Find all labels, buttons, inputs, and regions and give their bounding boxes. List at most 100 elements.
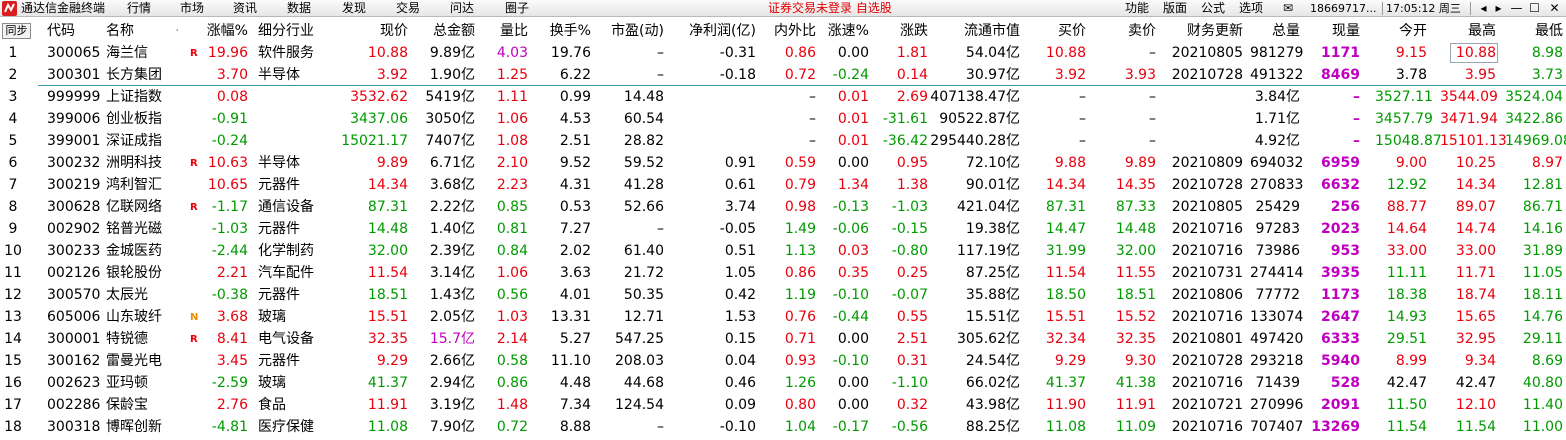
cell-name: 山东玻纤 — [106, 309, 162, 325]
menu-shichang[interactable]: 市场 — [180, 1, 205, 15]
table-row[interactable]: 7 300219 鸿利智汇 10.65 元器件 14.34 3.68亿 2.23 4.31 41.… — [0, 174, 1566, 196]
table-row[interactable]: 5 399001 深证成指 -0.24 15021.17 7407亿 1.08 2.51 28.… — [0, 130, 1566, 152]
account-id[interactable]: 18669717... — [1310, 2, 1377, 15]
col-fin-update[interactable]: 财务更新 — [1187, 23, 1243, 39]
menu-quanzi[interactable]: 圈子 — [505, 1, 530, 15]
table-row[interactable]: 13 605006 山东玻纤 3.68 玻璃 15.51 2.05亿 1.03 13.31 12.… — [0, 306, 1566, 328]
table-row[interactable]: 6 300232 洲明科技 10.63 半导体 9.89 6.71亿 2.10 9.52 59.5… — [0, 152, 1566, 174]
cell-current-volume: – — [1353, 89, 1360, 105]
table-row[interactable]: 12 300570 太辰光 -0.38 元器件 18.51 1.43亿 0.56 4.01 50.… — [0, 284, 1566, 306]
menu-wenda[interactable]: 问达 — [450, 1, 475, 15]
cell-speed: -0.10 — [832, 287, 869, 303]
cell-code: 300162 — [47, 353, 101, 369]
cell-turnover: 9.52 — [559, 155, 591, 171]
col-current-volume[interactable]: 现量 — [1332, 23, 1360, 39]
col-open[interactable]: 今开 — [1399, 23, 1427, 39]
close-icon[interactable]: ✕ — [1549, 1, 1560, 15]
forward-icon[interactable]: ▸ — [1495, 1, 1502, 15]
col-pe[interactable]: 市盈(动) — [611, 23, 664, 39]
cell-open: 9.00 — [1395, 155, 1427, 171]
menu-zixun[interactable]: 资讯 — [233, 1, 258, 15]
table-row[interactable]: 4 399006 创业板指 -0.91 3437.06 3050亿 1.06 4.53 60.5… — [0, 108, 1566, 130]
cell-in-out-ratio: – — [809, 133, 816, 149]
col-code[interactable]: 代码 — [47, 23, 75, 39]
menu-hangqing[interactable]: 行情 — [127, 1, 152, 15]
col-low[interactable]: 最低 — [1535, 23, 1563, 39]
cell-industry: 医疗保健 — [258, 419, 314, 435]
col-net-profit[interactable]: 净利润(亿) — [689, 23, 756, 39]
table-row[interactable]: 2 300301 长方集团 3.70 半导体 3.92 1.90亿 1.25 6.22 – -0.1… — [0, 64, 1566, 86]
cell-speed: 0.00 — [837, 331, 869, 347]
col-price[interactable]: 现价 — [380, 23, 408, 39]
cell-turnover: 7.27 — [559, 221, 591, 237]
message-icon[interactable]: ✉ — [1283, 1, 1294, 15]
table-row[interactable]: 14 300001 特锐德 8.41 电气设备 32.35 15.7亿 2.14 5.27 547… — [0, 328, 1566, 350]
login-warning[interactable]: 证券交易未登录 自选股 — [768, 1, 892, 15]
cell-fin-update: 20210716 — [1171, 309, 1243, 325]
table-row[interactable]: 10 300233 金城医药 -2.44 化学制药 32.00 2.39亿 0.84 2.02 6… — [0, 240, 1566, 262]
table-row[interactable]: 16 002623 亚玛顿 -2.59 玻璃 41.37 2.94亿 0.86 4.48 44.6… — [0, 372, 1566, 394]
cell-pe: 61.40 — [623, 243, 664, 259]
col-turnover[interactable]: 换手% — [549, 23, 591, 39]
menu-gongneng[interactable]: 功能 — [1125, 1, 1150, 15]
cell-price: 32.00 — [367, 243, 408, 259]
cell-index: 5 — [8, 133, 18, 149]
col-total-volume[interactable]: 总量 — [1272, 23, 1300, 39]
minimize-icon[interactable]: — — [1510, 1, 1523, 15]
cell-in-out-ratio: 0.98 — [784, 199, 816, 215]
cell-index: 18 — [4, 419, 22, 435]
col-industry[interactable]: 细分行业 — [258, 23, 314, 39]
cell-name: 上证指数 — [106, 89, 162, 105]
col-high[interactable]: 最高 — [1468, 23, 1496, 39]
table-row[interactable]: 1 300065 海兰信 19.96 软件服务 10.88 9.89亿 4.03 19.76 – -… — [0, 42, 1566, 64]
cell-float-mcap: 117.19亿 — [957, 243, 1020, 259]
cell-pe: 14.48 — [623, 89, 664, 105]
menu-jiaoyi[interactable]: 交易 — [396, 1, 421, 15]
cell-open: 14.64 — [1386, 221, 1427, 237]
col-ask[interactable]: 卖价 — [1128, 23, 1156, 39]
cell-volume-ratio: 2.23 — [496, 177, 528, 193]
cell-high: 15101.13 — [1440, 133, 1507, 149]
cell-volume-ratio: 0.81 — [496, 221, 528, 237]
col-amount[interactable]: 总金额 — [433, 23, 475, 39]
cell-speed: -0.10 — [832, 353, 869, 369]
col-name[interactable]: 名称 — [106, 23, 134, 39]
col-float-mcap[interactable]: 流通市值 — [964, 23, 1020, 39]
col-change-pct[interactable]: 涨幅% — [206, 23, 248, 39]
menu-gongshi[interactable]: 公式 — [1201, 1, 1226, 15]
back-icon[interactable]: ◂ — [1480, 1, 1487, 15]
cell-change-pct: 3.70 — [216, 67, 248, 83]
cell-change-pct: 0.08 — [216, 89, 248, 105]
table-row[interactable]: 17 002286 保龄宝 2.76 食品 11.91 3.19亿 1.48 7.34 124.5… — [0, 394, 1566, 416]
cell-turnover: 7.34 — [559, 397, 591, 413]
col-in-out-ratio[interactable]: 内外比 — [774, 23, 816, 39]
table-row[interactable]: 11 002126 银轮股份 2.21 汽车配件 11.54 3.14亿 1.06 3.63 21… — [0, 262, 1566, 284]
cell-in-out-ratio: 1.13 — [784, 243, 816, 259]
cell-current-volume: 2023 — [1321, 221, 1360, 237]
col-diff[interactable]: 涨跌 — [900, 23, 928, 39]
cell-volume-ratio: 1.03 — [496, 309, 528, 325]
col-bid[interactable]: 买价 — [1058, 23, 1086, 39]
sync-button[interactable]: 同步 — [2, 23, 31, 39]
table-row[interactable]: 18 300318 博晖创新 -4.81 医疗保健 11.08 7.90亿 0.72 8.88 –… — [0, 416, 1566, 438]
cell-current-volume: 6333 — [1321, 331, 1360, 347]
menu-banmian[interactable]: 版面 — [1163, 1, 1188, 15]
cell-current-volume: 2091 — [1321, 397, 1360, 413]
col-volume-ratio[interactable]: 量比 — [500, 23, 528, 39]
cell-turnover: 4.48 — [559, 375, 591, 391]
cell-code: 300301 — [47, 67, 101, 83]
cell-net-profit: 0.51 — [724, 243, 756, 259]
menu-faxian[interactable]: 发现 — [342, 1, 367, 15]
cell-total-volume: 981279 — [1250, 45, 1304, 61]
table-row[interactable]: 15 300162 雷曼光电 3.45 元器件 9.29 2.66亿 0.58 11.10 208… — [0, 350, 1566, 372]
col-speed[interactable]: 涨速% — [827, 23, 869, 39]
table-row[interactable]: 9 002902 铭普光磁 -1.03 元器件 14.48 1.40亿 0.81 7.27 – -0… — [0, 218, 1566, 240]
menu-xuanxiang[interactable]: 选项 — [1239, 1, 1264, 15]
cell-low: 3524.04 — [1505, 89, 1563, 105]
table-row[interactable]: 3 999999 上证指数 0.08 3532.62 5419亿 1.11 0.99 14.48… — [0, 86, 1566, 108]
cell-name: 长方集团 — [106, 67, 162, 83]
menu-shuju[interactable]: 数据 — [287, 1, 312, 15]
table-row[interactable]: 8 300628 亿联网络 -1.17 通信设备 87.31 2.22亿 0.85 0.53 52… — [0, 196, 1566, 218]
maximize-icon[interactable]: ☐ — [1529, 1, 1540, 15]
cell-pe: – — [657, 67, 664, 83]
